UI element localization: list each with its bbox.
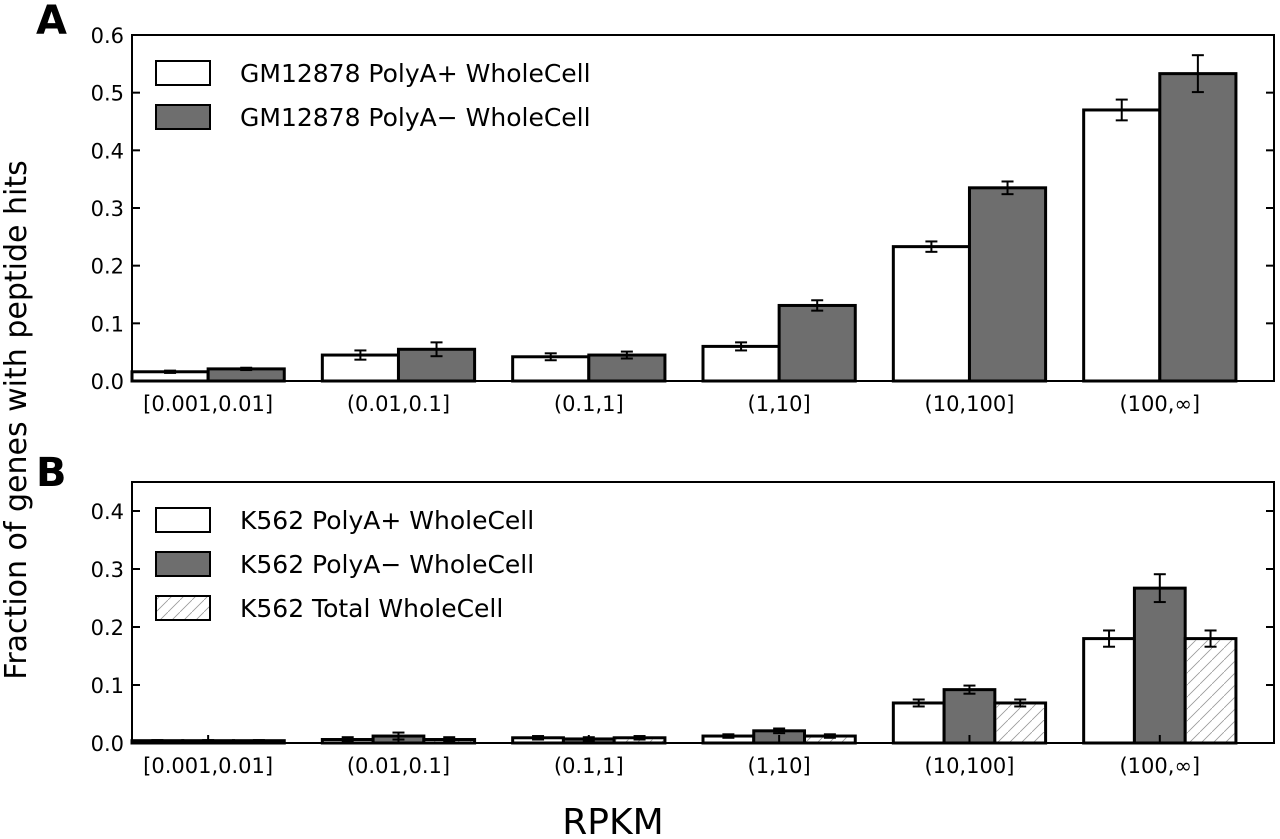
bar: [891, 701, 946, 745]
bar: [891, 245, 971, 383]
legend-swatch: [155, 60, 211, 86]
legend-label: K562 PolyA+ WholeCell: [240, 506, 534, 535]
bar: [1158, 72, 1238, 383]
y-tick-label: 0.0: [91, 370, 124, 394]
x-tick-label: (100,∞]: [1119, 392, 1200, 416]
y-tick-label: 0.1: [91, 312, 124, 336]
legend-label: GM12878 PolyA− WholeCell: [240, 103, 591, 132]
y-tick-label: 0.4: [91, 139, 124, 163]
bar: [1082, 108, 1162, 383]
legend-label: GM12878 PolyA+ WholeCell: [240, 59, 591, 88]
panel-label-b: B: [36, 450, 67, 496]
y-tick-label: 0.4: [91, 500, 124, 524]
x-tick-label: (1,10]: [748, 754, 811, 778]
x-tick-label: (0.01,0.1]: [347, 392, 450, 416]
x-tick-label: (10,100]: [925, 392, 1015, 416]
bar: [1082, 637, 1136, 745]
legend-label: K562 PolyA− WholeCell: [240, 550, 534, 579]
y-tick-label: 0.1: [91, 674, 124, 698]
x-tick-label: (0.01,0.1]: [347, 754, 450, 778]
x-axis-label: RPKM: [562, 802, 663, 839]
y-tick-label: 0.5: [91, 82, 124, 106]
legend-swatch: [155, 104, 211, 130]
x-tick-label: (0.1,1]: [554, 392, 624, 416]
bar: [967, 186, 1048, 383]
x-tick-label: [0.001,0.01]: [143, 754, 273, 778]
bar: [777, 303, 857, 383]
y-tick-label: 0.6: [91, 24, 124, 48]
panel-b: 0.0 0.1 0.2 0.3 0.4 [0.001,0.01] (0.01,0.1] (0.…: [91, 481, 1275, 778]
bar: [942, 688, 997, 745]
legend-swatch: [155, 507, 211, 533]
x-tick-label: (10,100]: [925, 754, 1015, 778]
bar-hatch: [1186, 640, 1235, 742]
bar-hatch: [996, 704, 1045, 742]
y-axis-label: Fraction of genes with peptide hits: [0, 160, 34, 679]
x-tick-label: (100,∞]: [1119, 754, 1200, 778]
panel-label-a: A: [36, 0, 67, 44]
panel-a: 0.0 0.1 0.2 0.3 0.4 0.5 0.6 [0.001,0.01] (0.01,0…: [91, 24, 1275, 416]
y-tick-label: 0.2: [91, 255, 124, 279]
y-tick-label: 0.3: [91, 197, 124, 221]
y-tick-label: 0.0: [91, 732, 124, 756]
bar: [1132, 586, 1187, 745]
legend-swatch: [155, 551, 211, 577]
bar-hatch: [806, 737, 854, 742]
legend-label: K562 Total WholeCell: [240, 594, 503, 623]
y-tick-label: 0.3: [91, 558, 124, 582]
legend-swatch-hatch: [157, 597, 209, 619]
x-tick-label: [0.001,0.01]: [143, 392, 273, 416]
x-tick-label: (0.1,1]: [554, 754, 624, 778]
plot-frame: [131, 481, 1275, 744]
x-tick-label: (1,10]: [748, 392, 811, 416]
y-tick-label: 0.2: [91, 616, 124, 640]
bar: [701, 344, 781, 383]
